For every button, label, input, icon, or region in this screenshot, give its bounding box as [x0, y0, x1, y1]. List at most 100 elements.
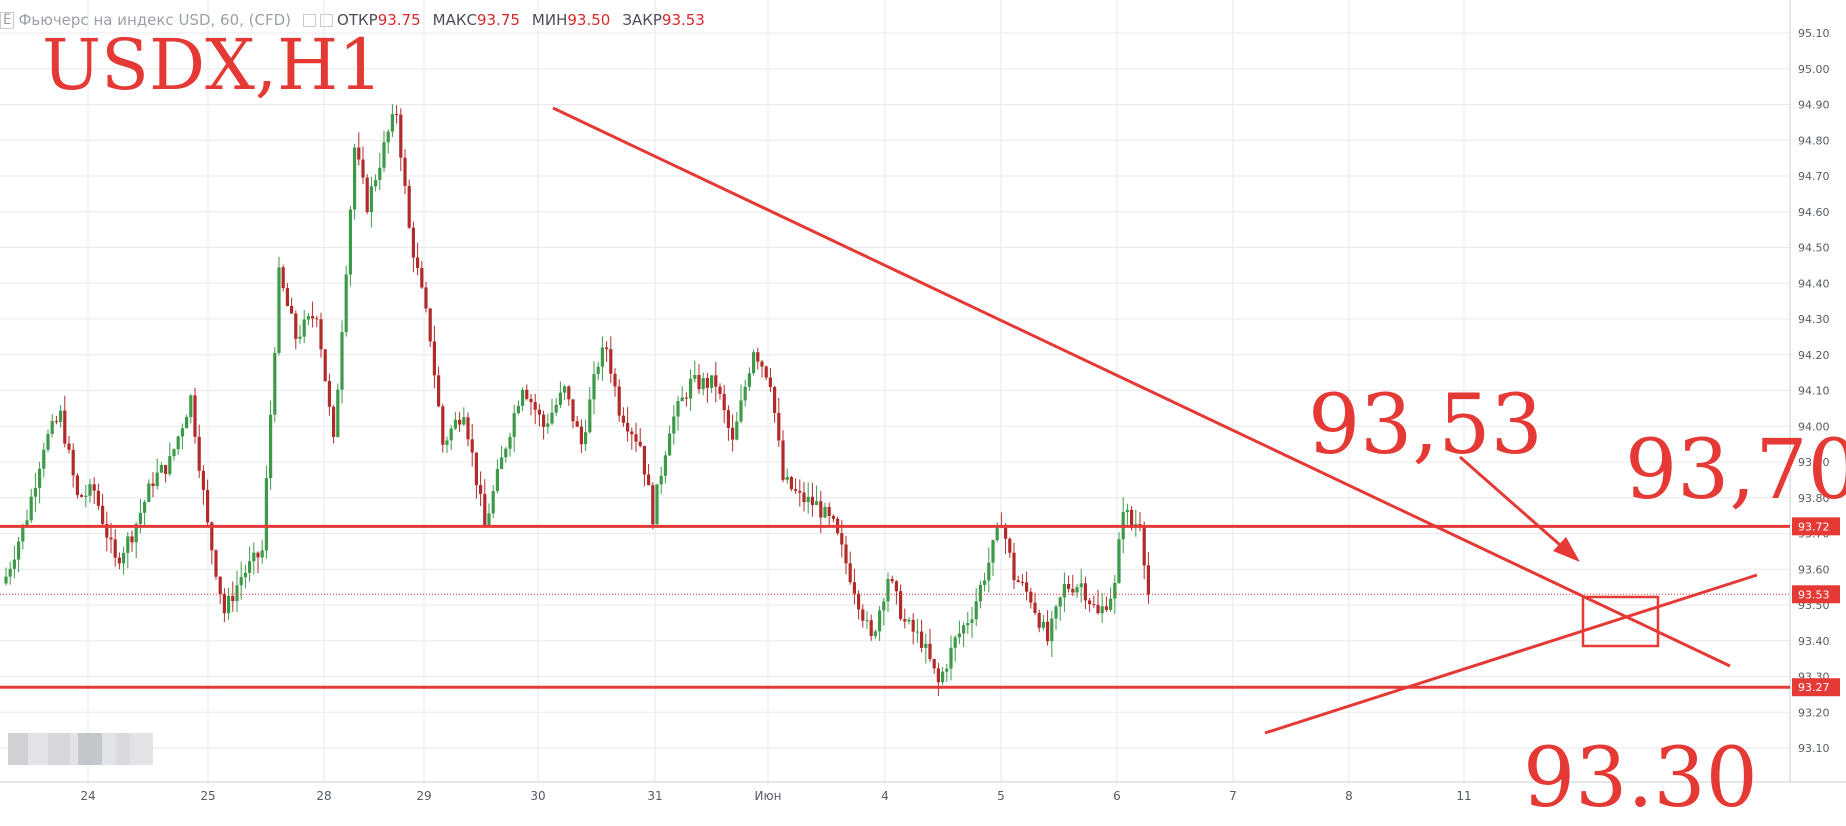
close-value: 93.53	[661, 11, 705, 29]
candle-body	[882, 601, 886, 611]
candle-body	[915, 631, 919, 633]
candle-body	[96, 490, 100, 506]
candle-body	[852, 582, 856, 594]
candle-body	[920, 631, 924, 648]
candle-body	[113, 539, 117, 558]
time-tick-label: 11	[1456, 789, 1471, 803]
candle-body	[395, 114, 399, 116]
candle-body	[735, 421, 739, 440]
candle-body	[773, 387, 777, 413]
candle-body	[1054, 606, 1058, 619]
candle-body	[206, 489, 210, 523]
price-tag-93-72-label: 93.72	[1798, 520, 1830, 533]
candle-body	[1050, 618, 1054, 642]
candle-body	[1146, 565, 1150, 595]
candle-body	[1113, 582, 1117, 599]
candle-body	[8, 568, 12, 577]
candle-body	[466, 417, 470, 440]
candle-body	[697, 374, 701, 390]
candle-body	[1012, 552, 1016, 581]
candle-body	[462, 417, 466, 425]
candle-body	[407, 185, 411, 228]
candle-body	[164, 465, 168, 474]
candle-body	[659, 475, 663, 485]
candle-body	[42, 449, 46, 469]
candle-body	[1125, 509, 1129, 513]
time-tick-label: 31	[647, 789, 662, 803]
candle-body	[1100, 606, 1104, 614]
price-axis-tick-labels: 95.10 95.00 94.90 94.80 94.70 94.60 94.50 94.40…	[1798, 27, 1830, 755]
candle-body	[621, 415, 625, 423]
candle-body	[4, 576, 8, 584]
price-tick-label: 93.40	[1798, 635, 1830, 648]
target-box[interactable]	[1581, 595, 1660, 648]
candle-body	[634, 434, 638, 442]
candle-body	[1088, 600, 1092, 605]
candle-body	[663, 455, 667, 476]
candle-body	[54, 421, 58, 423]
watermark-logo	[8, 733, 153, 765]
candle-body	[970, 619, 974, 624]
candle-body	[453, 419, 457, 429]
price-tick-label: 94.20	[1798, 349, 1830, 362]
candle-body	[269, 414, 273, 479]
candle-body	[638, 441, 642, 446]
candle-body	[185, 417, 189, 429]
candle-body	[739, 400, 743, 422]
symbol-icon[interactable]: E	[0, 11, 15, 29]
candle-body	[290, 305, 294, 314]
candle-body	[235, 585, 239, 602]
candle-body	[983, 580, 987, 585]
candle-body	[991, 540, 995, 563]
candle-body	[1079, 583, 1083, 588]
candle-body	[273, 352, 277, 415]
candle-body	[798, 490, 802, 493]
candle-body	[474, 452, 478, 486]
time-tick-label: 29	[416, 789, 431, 803]
candle-body	[726, 410, 730, 428]
candle-body	[592, 374, 596, 400]
candle-body	[987, 562, 991, 581]
candle-body	[575, 421, 579, 427]
candle-body	[571, 399, 575, 422]
candle-body	[38, 468, 42, 488]
candle-body	[672, 416, 676, 434]
candle-body	[521, 389, 525, 406]
candle-body	[491, 491, 495, 514]
candle-body	[298, 336, 302, 339]
candle-body	[193, 395, 197, 437]
candle-body	[374, 180, 378, 187]
candle-body	[1083, 583, 1087, 601]
candle-body	[899, 591, 903, 619]
settings-square-icon[interactable]	[320, 13, 334, 27]
candle-body	[260, 550, 264, 558]
candle-body	[516, 405, 520, 414]
candle-body	[239, 577, 243, 586]
candle-body	[479, 485, 483, 494]
candle-body	[642, 445, 646, 475]
candle-body	[147, 483, 151, 502]
candle-body	[348, 209, 352, 275]
toggle-icon[interactable]	[303, 13, 317, 27]
ascending-trendline[interactable]	[1264, 573, 1758, 735]
candle-body	[252, 552, 256, 562]
candle-body	[109, 537, 113, 540]
candle-body	[75, 475, 79, 496]
candle-body	[210, 522, 214, 551]
candle-body	[168, 456, 172, 474]
candle-body	[1046, 621, 1050, 642]
arrow-head-icon	[1553, 537, 1580, 562]
candle-body	[714, 375, 718, 387]
candle-body	[869, 620, 873, 637]
price-tick-label: 93.20	[1798, 706, 1830, 719]
time-tick-label: 5	[997, 789, 1005, 803]
candle-body	[369, 186, 373, 212]
price-tag-93-72: 93.72	[1792, 517, 1840, 536]
candle-body	[441, 406, 445, 445]
price-tick-label: 93.60	[1798, 563, 1830, 576]
time-tick-label: 24	[80, 789, 95, 803]
descending-trendline[interactable]	[552, 106, 1731, 668]
candle-body	[823, 506, 827, 518]
candle-body	[668, 433, 672, 456]
